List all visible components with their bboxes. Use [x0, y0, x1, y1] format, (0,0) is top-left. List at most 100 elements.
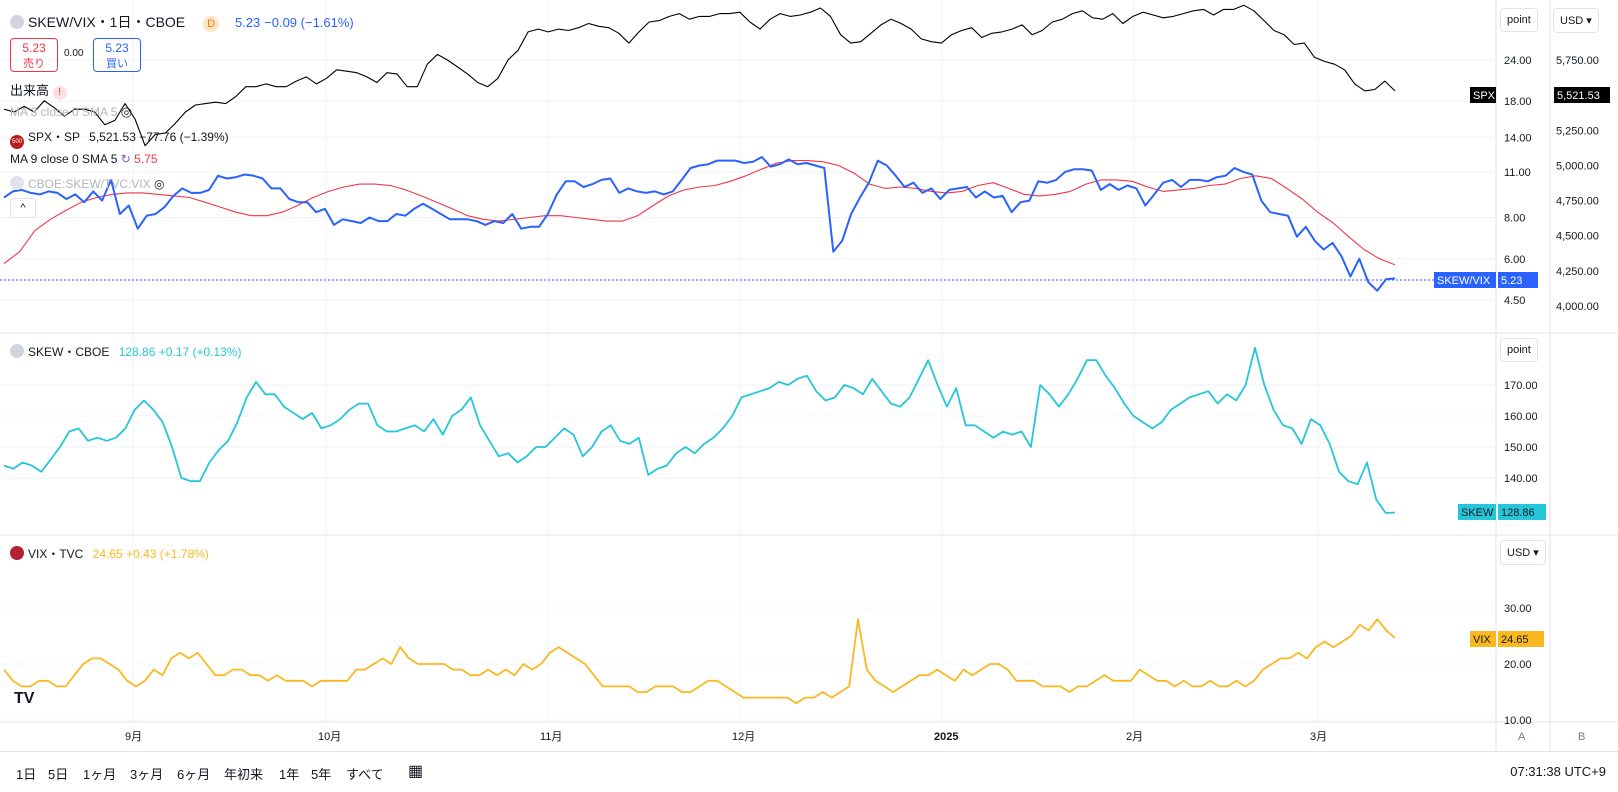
ma3-label: MA 3 close 0 SMA 5: [10, 105, 118, 119]
chart-canvas[interactable]: 4.50 6.00 8.00 11.00 14.00 18.00 24.00 4,000.00…: [0, 0, 1618, 752]
spx-change: −77.76 (−1.39%): [139, 130, 229, 144]
us-flag-icon: [10, 546, 24, 560]
tag-vix-value-bg: [1498, 631, 1544, 647]
eye-hidden-icon-2[interactable]: ◎: [154, 177, 165, 191]
spx-value: 5,521.53: [89, 130, 136, 144]
tag-ratio-value: 5.23: [1501, 275, 1522, 287]
range-6m[interactable]: 6ヶ月: [177, 767, 211, 782]
skew-logo-icon: [10, 344, 24, 358]
spx-axis-tick-0: 4,000.00: [1556, 301, 1599, 313]
range-1y[interactable]: 1年: [279, 767, 300, 782]
tag-ratio-value-bg: [1498, 272, 1538, 288]
ratio-label: CBOE:SKEW/TVC:VIX: [28, 177, 151, 191]
range-5d[interactable]: 5日: [48, 767, 69, 782]
symbol-logo-icon: [10, 15, 24, 29]
tag-skew-label-bg: [1458, 504, 1496, 520]
calendar-icon[interactable]: ▦: [408, 763, 424, 780]
skew-change: +0.17 (+0.13%): [158, 345, 242, 359]
tag-spx-value-bg: [1554, 87, 1610, 103]
series-skew-line: [3, 346, 1396, 514]
buy-button[interactable]: 5.23 買い: [93, 38, 141, 72]
eye-hidden-icon[interactable]: ◎: [120, 104, 133, 119]
range-all[interactable]: すべて: [346, 767, 384, 782]
x-axis-tick-1: 10月: [318, 731, 341, 743]
tag-vix-label-bg: [1470, 631, 1496, 647]
main-last: 5.23: [234, 15, 261, 30]
skew-axis-tick-2: 160.00: [1504, 411, 1538, 423]
buy-label: 買い: [106, 58, 128, 70]
spx-axis-tick-1: 4,250.00: [1556, 266, 1599, 278]
legend-spx[interactable]: 500 SPX・SP 5,521.53 −77.76 (−1.39%): [10, 128, 229, 149]
ratio-axis-tick-6: 24.00: [1504, 55, 1532, 67]
skew-axis-tick-0: 140.00: [1504, 473, 1538, 485]
vix-axis-tick-0: 10.00: [1504, 715, 1532, 727]
main-change: −0.09 (−1.61%): [264, 15, 354, 30]
scale-mode-button-2[interactable]: point: [1500, 338, 1538, 362]
x-axis-tick-2: 11月: [540, 731, 562, 743]
range-ytd[interactable]: 年初来: [224, 767, 264, 782]
interval-badge[interactable]: D: [203, 16, 220, 32]
series-spx-line: [3, 4, 1396, 147]
log-scale-button[interactable]: B: [1578, 731, 1586, 743]
ratio-logo-icon: [10, 176, 24, 190]
ratio-axis-tick-2: 8.00: [1504, 213, 1525, 225]
spx-axis-tick-7: 5,750.00: [1556, 55, 1599, 67]
vix-change: +0.43 (+1.78%): [126, 547, 209, 561]
series-vix-line: [3, 618, 1396, 705]
x-axis-tick-3: 12月: [732, 731, 755, 743]
skew-axis-tick-1: 150.00: [1504, 442, 1538, 454]
tag-skew-value-bg: [1498, 504, 1546, 520]
tag-vix-value: 24.65: [1501, 634, 1529, 646]
tag-ratio-label-bg: [1434, 272, 1496, 288]
ratio-axis-tick-5: 18.00: [1504, 96, 1532, 108]
spx-axis-tick-4: 5,000.00: [1556, 160, 1599, 172]
chevron-down-icon-2: ▾: [1533, 547, 1539, 559]
warning-icon[interactable]: !: [52, 86, 67, 100]
chevron-down-icon: ▾: [1586, 15, 1592, 27]
bottom-toolbar: 1日 5日 1ヶ月 3ヶ月 6ヶ月 年初来 1年 5年 すべて ▦ 07:31:…: [0, 751, 1618, 792]
x-axis-tick-6: 3月: [1310, 731, 1327, 743]
series-ratio-line: [3, 156, 1396, 292]
ratio-axis-tick-1: 6.00: [1504, 254, 1525, 266]
vix-axis-tick-2: 30.00: [1504, 603, 1532, 615]
spread-value: 0.00: [64, 48, 84, 59]
x-axis-tick-4: 2025: [934, 731, 958, 743]
refresh-icon[interactable]: ↻: [120, 152, 131, 166]
ratio-axis-tick-0: 4.50: [1504, 295, 1525, 307]
tag-skew-label: SKEW: [1461, 507, 1494, 519]
spx-axis-tick-3: 4,750.00: [1556, 196, 1599, 208]
sell-button[interactable]: 5.23 売り: [10, 38, 58, 72]
legend-volume[interactable]: 出来高 !: [10, 80, 67, 100]
legend-skew[interactable]: SKEW・CBOE 128.86 +0.17 (+0.13%): [10, 343, 241, 360]
legend-ratio[interactable]: CBOE:SKEW/TVC:VIX ◎: [10, 176, 165, 191]
ratio-axis-tick-3: 11.00: [1504, 167, 1531, 179]
spx-axis-tick-2: 4,500.00: [1556, 231, 1599, 243]
volume-label: 出来高: [10, 83, 50, 98]
skew-symbol: SKEW・CBOE: [28, 345, 110, 359]
scale-mode-button-1[interactable]: point: [1500, 8, 1538, 32]
range-1m[interactable]: 1ヶ月: [83, 767, 117, 782]
buy-price: 5.23: [105, 41, 129, 55]
currency-select-1[interactable]: USD ▾: [1553, 8, 1599, 33]
currency-select-2[interactable]: USD ▾: [1500, 540, 1546, 565]
ratio-axis-tick-4: 14.00: [1504, 132, 1532, 144]
vix-axis-tick-1: 20.00: [1504, 659, 1532, 671]
x-axis-tick-0: 9月: [125, 731, 142, 743]
vix-symbol: VIX・TVC: [28, 547, 84, 561]
range-1d[interactable]: 1日: [16, 767, 37, 782]
clock: 07:31:38 UTC+9: [1510, 764, 1606, 779]
vix-last: 24.65: [92, 547, 123, 561]
range-3m[interactable]: 3ヶ月: [130, 767, 164, 782]
range-5y[interactable]: 5年: [311, 767, 332, 782]
legend-ma9[interactable]: MA 9 close 0 SMA 5 ↻ 5.75: [10, 152, 158, 166]
legend-ma3[interactable]: MA 3 close 0 SMA 5 ◎: [10, 104, 132, 120]
auto-scale-button[interactable]: A: [1518, 731, 1526, 743]
currency-label-1: USD: [1560, 15, 1584, 27]
collapse-legend-button[interactable]: ^: [10, 198, 36, 218]
x-axis-tick-5: 2月: [1126, 731, 1143, 743]
ma9-label: MA 9 close 0 SMA 5: [10, 152, 118, 166]
tradingview-logo-icon[interactable]: TV: [14, 690, 35, 707]
main-symbol-title[interactable]: SKEW/VIX・1日・CBOE: [28, 14, 186, 30]
spx-logo-icon: 500: [10, 135, 24, 149]
legend-vix[interactable]: VIX・TVC 24.65 +0.43 (+1.78%): [10, 545, 209, 562]
